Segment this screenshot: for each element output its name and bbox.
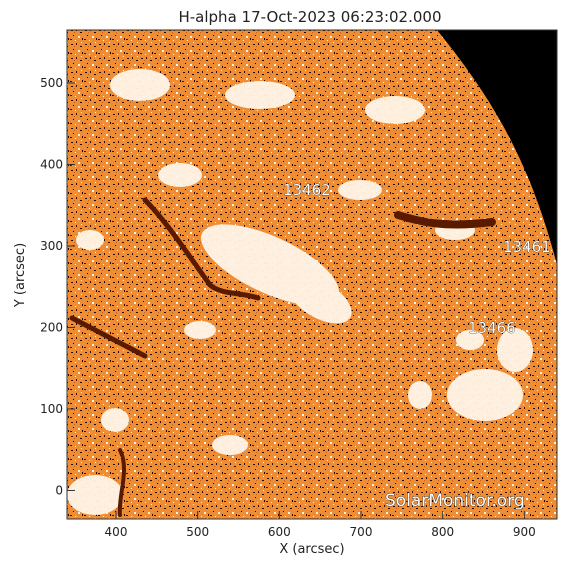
x-tick-label: 800 xyxy=(431,525,454,539)
x-tick-label: 600 xyxy=(268,525,291,539)
image-title: H-alpha 17-Oct-2023 06:23:02.000 xyxy=(178,8,441,26)
y-tick-label: 500 xyxy=(40,76,63,90)
x-tick-label: 500 xyxy=(186,525,209,539)
solar-disk-image xyxy=(67,30,557,519)
filaments xyxy=(69,197,496,517)
plage-regions xyxy=(67,69,533,515)
x-tick-label: 900 xyxy=(513,525,536,539)
x-axis-label: X (arcsec) xyxy=(279,542,344,557)
y-axis-label: Y (arcsec) xyxy=(13,243,28,308)
plot-frame xyxy=(66,29,558,520)
y-tick-label: 200 xyxy=(40,320,63,334)
x-tick-label: 700 xyxy=(350,525,373,539)
region-label-13462: 13462 xyxy=(283,181,331,199)
y-tick-label: 100 xyxy=(40,402,63,416)
x-tick-label: 400 xyxy=(105,525,128,539)
y-axis-ticks: 0 100 200 300 400 500 xyxy=(40,76,75,497)
y-tick-label: 400 xyxy=(40,157,63,171)
y-tick-label: 300 xyxy=(40,239,63,253)
region-label-13461: 13461 xyxy=(503,238,551,256)
x-axis-ticks: 400 500 600 700 800 900 xyxy=(105,511,536,539)
space-beyond-limb xyxy=(437,30,557,265)
region-label-13466: 13466 xyxy=(468,319,516,337)
y-tick-label: 0 xyxy=(55,483,63,497)
watermark: SolarMonitor.org xyxy=(385,491,525,511)
